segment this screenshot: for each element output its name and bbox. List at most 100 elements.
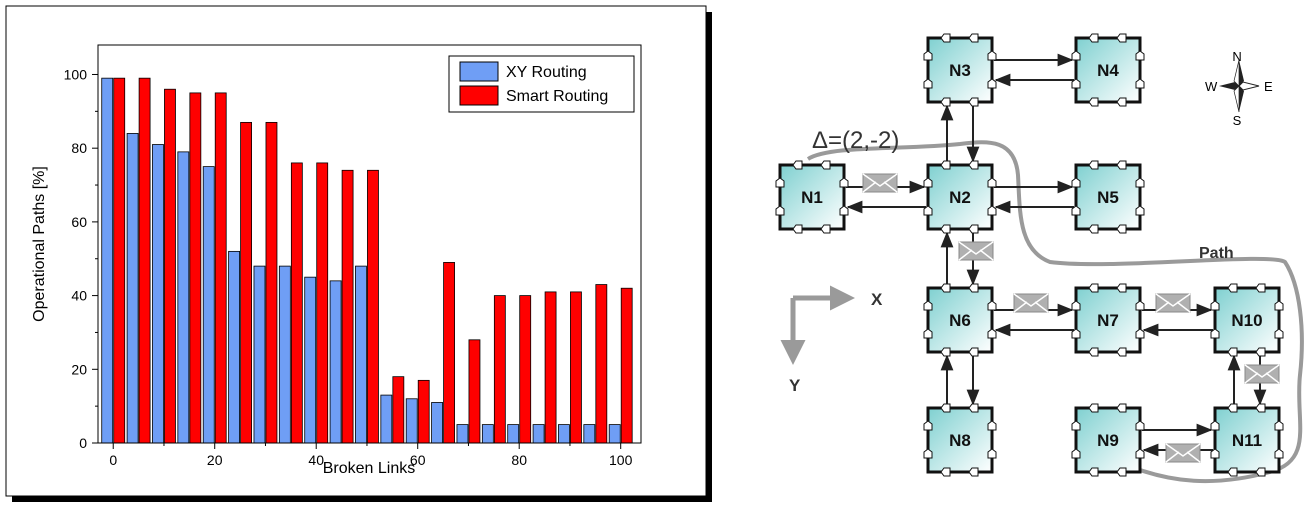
port-icon <box>987 177 997 188</box>
port-icon <box>1274 448 1284 459</box>
bar-smart-routing <box>417 379 430 444</box>
port-icon <box>1255 467 1266 477</box>
bar-xy-routing <box>278 265 291 444</box>
port-icon <box>1274 328 1284 339</box>
port-icon <box>1088 347 1099 357</box>
port-icon <box>968 224 979 234</box>
nodes: N1 N2 N3 N4 N5 N6 N7 N8 N9 N10 N11 <box>775 33 1284 477</box>
port-icon <box>820 224 831 234</box>
node-label: N2 <box>949 188 971 207</box>
axis-x-label: X <box>871 290 883 309</box>
links <box>846 53 1267 457</box>
x-tick-label: 0 <box>109 452 117 468</box>
port-icon <box>1135 300 1145 311</box>
y-tick-label: 0 <box>79 435 87 451</box>
port-icon <box>1071 420 1081 431</box>
node-label: N7 <box>1097 311 1119 330</box>
bar-xy-routing <box>558 424 570 444</box>
x-tick-label: 40 <box>308 452 324 468</box>
port-icon <box>775 177 785 188</box>
port-icon <box>1071 177 1081 188</box>
node-n10: N10 <box>1210 283 1284 357</box>
compass-e: E <box>1264 79 1273 94</box>
node-n11: N11 <box>1210 403 1284 477</box>
bar-xy-routing <box>329 280 342 444</box>
envelope-icon <box>1165 443 1201 463</box>
port-icon <box>923 205 933 216</box>
node-n7: N7 <box>1071 283 1145 357</box>
port-icon <box>1088 33 1099 43</box>
port-icon <box>968 33 979 43</box>
bar-smart-routing <box>544 291 557 444</box>
port-icon <box>1116 224 1127 234</box>
port-icon <box>1088 283 1099 293</box>
bar-xy-routing <box>177 151 190 444</box>
port-icon <box>987 448 997 459</box>
compass-s: S <box>1233 113 1242 128</box>
port-icon <box>1210 300 1220 311</box>
bar-smart-routing <box>164 88 176 444</box>
port-icon <box>1227 283 1238 293</box>
port-icon <box>923 300 933 311</box>
routing-diagram: Δ=(2,-2) Path N1 N2 N3 N4 N5 N6 N7 N8 N9 N10 N11 X… <box>740 0 1315 507</box>
node-n9: N9 <box>1071 403 1145 477</box>
port-icon <box>987 328 997 339</box>
port-icon <box>1071 78 1081 89</box>
node-n6: N6 <box>923 283 997 357</box>
port-icon <box>940 160 951 170</box>
y-tick-label: 80 <box>71 140 87 156</box>
port-icon <box>923 448 933 459</box>
port-icon <box>987 78 997 89</box>
node-n3: N3 <box>923 33 997 107</box>
bar-smart-routing <box>493 295 506 444</box>
node-label: N11 <box>1232 431 1262 450</box>
diagram-svg: Δ=(2,-2) Path N1 N2 N3 N4 N5 N6 N7 N8 N9 N10 N11 X… <box>775 33 1304 484</box>
port-icon <box>1210 328 1220 339</box>
port-icon <box>1227 403 1238 413</box>
legend-label-smart: Smart Routing <box>506 88 608 105</box>
x-tick-label: 60 <box>410 452 426 468</box>
compass-n: N <box>1232 49 1241 64</box>
port-icon <box>1135 50 1145 61</box>
axis-y-label: Y <box>789 376 801 395</box>
port-icon <box>1116 347 1127 357</box>
bar-xy-routing <box>355 265 367 444</box>
bar-smart-routing <box>595 284 608 444</box>
port-icon <box>1255 347 1266 357</box>
port-icon <box>968 403 979 413</box>
bar-xy-routing <box>228 250 240 444</box>
bar-chart: 0 20 40 60 80 100 0 20 40 60 80 100 Broken Links Op… <box>5 5 712 502</box>
node-n8: N8 <box>923 403 997 477</box>
bar-smart-routing <box>138 77 151 444</box>
port-icon <box>1116 160 1127 170</box>
node-n2: N2 <box>923 160 997 234</box>
bar-xy-routing <box>304 276 317 444</box>
envelope-icon <box>958 241 994 261</box>
bar-xy-routing <box>608 424 621 444</box>
port-icon <box>987 300 997 311</box>
bar-smart-routing <box>265 121 278 444</box>
port-icon <box>940 283 951 293</box>
port-icon <box>1088 97 1099 107</box>
port-icon <box>968 97 979 107</box>
bar-xy-routing <box>101 77 114 444</box>
port-icon <box>1088 224 1099 234</box>
port-icon <box>940 467 951 477</box>
port-icon <box>940 224 951 234</box>
x-tick-label: 20 <box>207 452 223 468</box>
bar-smart-routing <box>392 376 405 444</box>
legend-label-xy: XY Routing <box>506 64 587 81</box>
bar-smart-routing <box>316 162 329 444</box>
bar-smart-routing <box>290 162 303 444</box>
port-icon <box>839 177 849 188</box>
compass-w: W <box>1205 79 1218 94</box>
bar-xy-routing <box>380 394 393 444</box>
port-icon <box>968 160 979 170</box>
node-label: N3 <box>949 61 971 80</box>
port-icon <box>968 283 979 293</box>
bar-smart-routing <box>214 92 227 444</box>
bar-xy-routing <box>126 133 139 444</box>
port-icon <box>1116 283 1127 293</box>
port-icon <box>968 347 979 357</box>
port-icon <box>987 420 997 431</box>
